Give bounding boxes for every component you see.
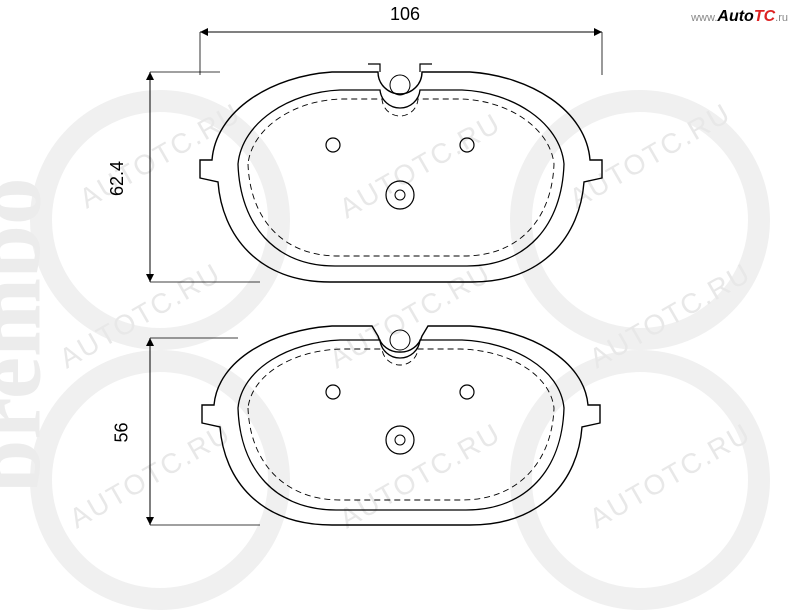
logo-ru: .ru	[775, 12, 788, 24]
dim-height-top-label: 62.4	[107, 161, 128, 196]
logo-auto: Auto	[717, 8, 753, 25]
top-pad-friction	[238, 90, 564, 266]
bottom-pad-friction	[238, 340, 564, 510]
dim-height-bottom-label: 56	[112, 422, 133, 442]
logo-tc: TC	[754, 8, 775, 25]
top-pad-backing	[200, 72, 602, 282]
logo-www: www.	[691, 12, 717, 24]
dim-width-label: 106	[390, 4, 420, 25]
site-logo: www.AutoTC.ru	[691, 8, 788, 26]
technical-drawing	[0, 0, 800, 600]
